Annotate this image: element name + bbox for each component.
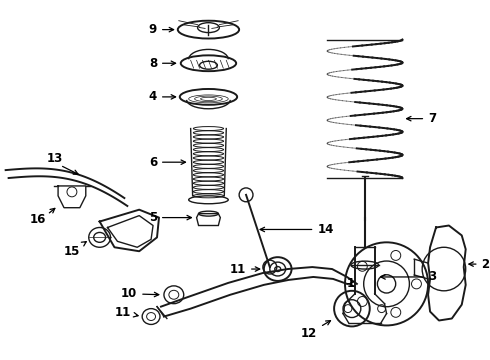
Text: 12: 12 xyxy=(301,321,331,340)
Text: 13: 13 xyxy=(47,152,63,165)
Text: 8: 8 xyxy=(149,57,175,70)
Text: 14: 14 xyxy=(260,223,334,236)
Text: 9: 9 xyxy=(149,23,173,36)
Text: 2: 2 xyxy=(469,258,490,271)
Text: 11: 11 xyxy=(230,262,260,275)
Text: 11: 11 xyxy=(115,306,138,319)
Text: 5: 5 xyxy=(149,211,192,224)
Text: 7: 7 xyxy=(407,112,436,125)
Text: 6: 6 xyxy=(149,156,186,169)
Text: 10: 10 xyxy=(121,287,159,300)
Text: 3: 3 xyxy=(381,270,436,283)
Text: 16: 16 xyxy=(30,213,47,226)
Text: 4: 4 xyxy=(149,90,175,103)
Text: 1: 1 xyxy=(347,278,355,291)
Text: 15: 15 xyxy=(64,242,86,258)
